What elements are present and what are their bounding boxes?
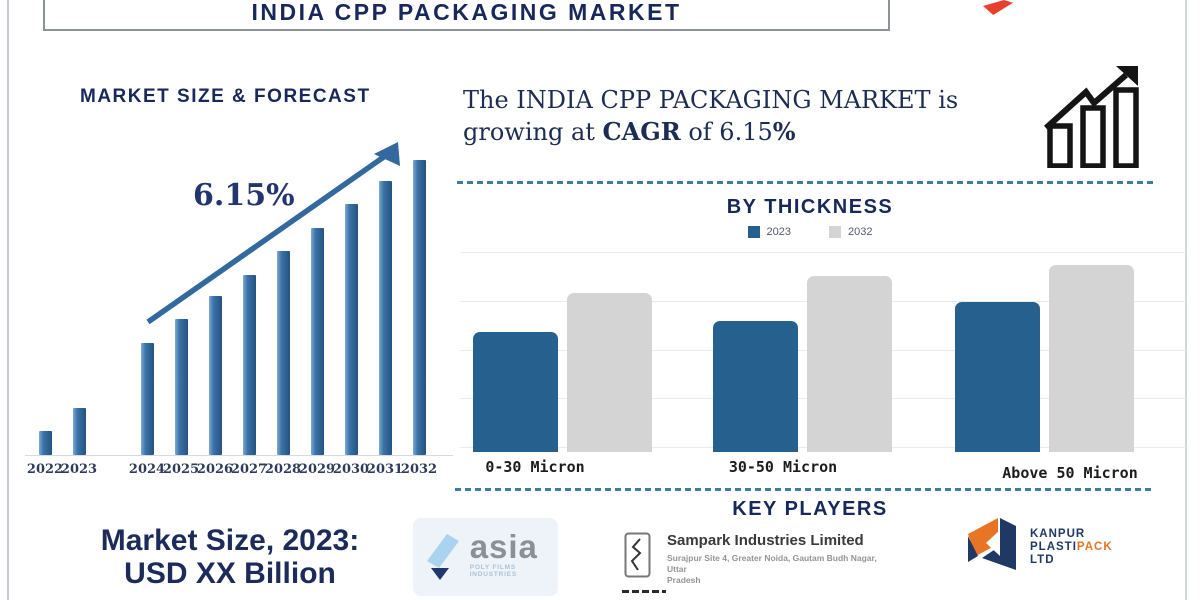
headline-line2-prefix: growing at xyxy=(463,118,603,146)
kanpur-logo: KANPUR PLASTIPACK LTD xyxy=(966,516,1113,578)
year-label-2032: 2032 xyxy=(400,462,438,477)
kanpur-pack: PACK xyxy=(1076,540,1113,553)
year-label-2028: 2028 xyxy=(264,462,302,477)
corner-flag-icon xyxy=(983,0,1013,15)
thickness-bar-2023-0-30-micron xyxy=(473,332,558,452)
kanpur-name-line3: LTD xyxy=(1030,553,1055,566)
forecast-bar-chart xyxy=(28,160,468,455)
asia-logo: asia POLY FILMS INDUSTRIES xyxy=(413,518,558,596)
kanpur-name-line2: PLASTIPACK xyxy=(1030,541,1113,554)
year-label-2031: 2031 xyxy=(366,462,404,477)
sampark-address-line1: Surajpur Site 4, Greater Noida, Gautam B… xyxy=(667,553,877,574)
headline-cagr: CAGR xyxy=(602,117,681,146)
legend-item-2023: 2023 xyxy=(747,226,791,238)
divider-bottom xyxy=(455,488,1155,491)
forecast-bar-2025 xyxy=(174,319,188,455)
category-label-0-30-micron: 0-30 Micron xyxy=(485,458,585,476)
category-label-30-50-micron: 30-50 Micron xyxy=(728,458,838,476)
year-label-2025: 2025 xyxy=(162,462,200,477)
market-size-line1: Market Size, 2023: xyxy=(100,524,360,557)
year-label-2023: 2023 xyxy=(60,462,98,477)
forecast-section-title: MARKET SIZE & FORECAST xyxy=(80,86,371,107)
forecast-bar-2030 xyxy=(344,204,358,455)
legend-item-2032: 2032 xyxy=(829,226,872,238)
year-label-2024: 2024 xyxy=(128,462,166,477)
kanpur-name-line1: KANPUR xyxy=(1030,527,1086,540)
forecast-bar-2024 xyxy=(140,343,154,455)
forecast-bar-2032 xyxy=(412,160,426,455)
forecast-bar-2028 xyxy=(276,251,290,455)
page-border-left xyxy=(7,0,9,600)
forecast-bar-2031 xyxy=(378,181,392,455)
title-banner: INDIA CPP PACKAGING MARKET xyxy=(43,0,890,31)
year-label-2027: 2027 xyxy=(230,462,268,477)
forecast-x-axis xyxy=(25,455,453,456)
growth-rate-label: 6.15% xyxy=(193,178,295,213)
thickness-gridline xyxy=(460,252,1186,253)
page-title: INDIA CPP PACKAGING MARKET xyxy=(251,0,682,25)
thickness-bar-2032-30-50-micron xyxy=(807,276,892,452)
thickness-section-title: BY THICKNESS xyxy=(726,196,894,218)
legend-label-2023: 2023 xyxy=(766,226,791,238)
market-size-text: Market Size, 2023: USD XX Billion xyxy=(30,524,430,590)
year-label-2022: 2022 xyxy=(26,462,64,477)
legend-label-2032: 2032 xyxy=(848,226,873,238)
category-label-above-50-micron: Above 50 Micron xyxy=(1002,464,1138,482)
growth-chart-icon xyxy=(1043,66,1139,168)
thickness-legend: 2023 2032 xyxy=(460,226,1160,238)
thickness-bar-chart: 0-30 Micron 30-50 Micron Above 50 Micron xyxy=(460,250,1186,482)
asia-logo-tagline: POLY FILMS INDUSTRIES xyxy=(469,564,518,578)
forecast-bar-2023 xyxy=(72,408,86,455)
cropped-element-line xyxy=(622,590,666,593)
forecast-bar-2029 xyxy=(310,228,324,455)
sampark-address: Surajpur Site 4, Greater Noida, Gautam B… xyxy=(667,553,877,586)
thickness-bar-2023-above-50-micron xyxy=(955,302,1040,452)
year-label-2026: 2026 xyxy=(196,462,234,477)
headline-text: The INDIA CPP PACKAGING MARKET is growin… xyxy=(463,84,1023,148)
market-size-line2: USD XX Billion xyxy=(124,557,336,590)
legend-swatch-2023 xyxy=(747,226,760,238)
headline-line1: The INDIA CPP PACKAGING MARKET is xyxy=(463,86,959,114)
page-border-right xyxy=(1185,0,1187,600)
thickness-bar-2023-30-50-micron xyxy=(713,321,798,452)
kanpur-logo-mark xyxy=(968,518,1016,570)
key-players-title: KEY PLAYERS xyxy=(732,498,888,520)
growth-arrow xyxy=(146,142,400,325)
divider-top xyxy=(457,181,1155,184)
legend-swatch-2032 xyxy=(829,226,841,238)
thickness-bar-2032-above-50-micron xyxy=(1049,265,1134,452)
asia-logo-text: asia xyxy=(469,528,538,565)
headline-line2-mid: of 6.15 xyxy=(680,118,773,146)
asia-logo-mark xyxy=(427,534,459,580)
sampark-logo: Sampark Industries Limited Surajpur Site… xyxy=(624,532,924,586)
forecast-bar-2026 xyxy=(208,296,222,455)
forecast-bar-2027 xyxy=(242,275,256,455)
year-label-2030: 2030 xyxy=(332,462,370,477)
thickness-bar-2032-0-30-micron xyxy=(567,293,652,452)
kanpur-logo-text: KANPUR PLASTIPACK LTD xyxy=(1030,528,1113,567)
sampark-icon xyxy=(624,532,651,578)
sampark-address-line2: Pradesh xyxy=(667,575,701,585)
sampark-name: Sampark Industries Limited xyxy=(667,532,864,549)
year-label-2029: 2029 xyxy=(298,462,336,477)
kanpur-plasti: PLASTI xyxy=(1030,540,1077,553)
headline-percent: % xyxy=(772,117,796,146)
forecast-bar-2022 xyxy=(38,431,52,455)
